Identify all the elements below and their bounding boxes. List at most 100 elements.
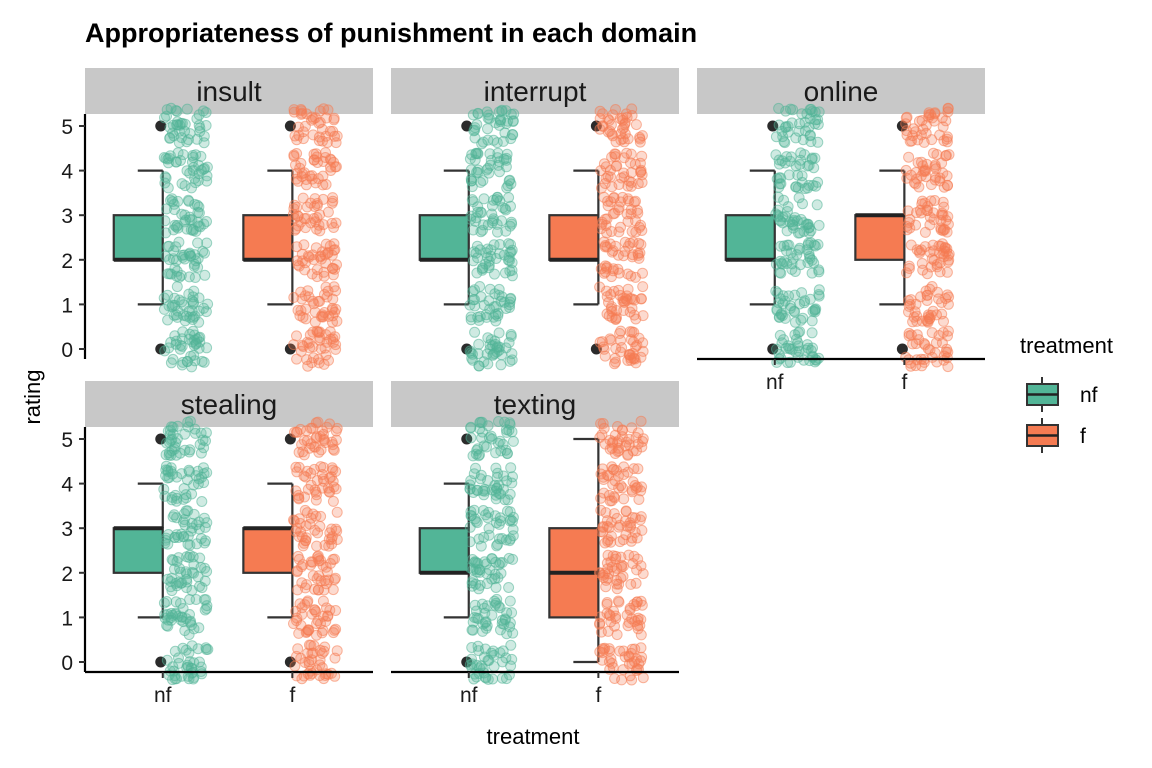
jitter-point <box>288 104 300 116</box>
box-texting-f <box>548 437 600 664</box>
jitter-point <box>504 355 516 367</box>
jitter-point <box>632 463 644 475</box>
jitter-point <box>179 180 191 192</box>
jitter-point <box>290 525 302 537</box>
jitter-point <box>606 561 618 573</box>
jitter-point <box>478 193 490 205</box>
jitter-point <box>635 629 647 641</box>
jitter-point <box>317 595 329 607</box>
jitter-point <box>300 532 312 544</box>
jitter-point <box>941 136 953 148</box>
jitter-point <box>186 182 197 194</box>
legend-label-f: f <box>1080 425 1086 448</box>
strip-online <box>697 68 985 114</box>
jitter-point <box>780 105 792 117</box>
jitter-point <box>296 561 308 573</box>
jitter-point <box>303 639 315 651</box>
jitter-point <box>632 178 644 190</box>
jitter-point <box>297 192 309 204</box>
jitter-point <box>618 167 630 179</box>
jitter-point <box>923 107 935 119</box>
jitter-point <box>609 151 621 163</box>
jitter-point <box>809 304 821 316</box>
jitter-point <box>295 423 306 435</box>
jitter-point <box>308 148 320 160</box>
jitter-point <box>486 433 498 445</box>
jitter-point <box>176 333 188 345</box>
jitter-point <box>636 599 648 611</box>
jitter-point <box>312 326 324 338</box>
jitter-point <box>629 643 641 655</box>
jitter-point <box>506 244 518 256</box>
jitter-point <box>926 327 938 339</box>
jitter-point <box>617 191 629 203</box>
jitter-point <box>612 263 624 275</box>
jitter-point <box>481 164 493 176</box>
jitter-point <box>491 471 503 483</box>
jitter-point <box>312 416 324 428</box>
jitter-point <box>164 132 176 144</box>
jitter-point <box>504 302 515 313</box>
jitter-point <box>594 432 606 443</box>
jitter-point <box>175 339 187 351</box>
jitter-point <box>183 464 195 476</box>
jitter-point <box>499 127 511 139</box>
legend-item-nf: nf <box>1026 377 1098 412</box>
jitter-point <box>320 112 332 124</box>
jitter-point <box>160 449 172 461</box>
jitter-point <box>169 292 181 304</box>
jitter-point <box>937 209 949 221</box>
jitter-point <box>917 264 929 276</box>
y-tick-label: 5 <box>61 429 73 452</box>
chart-title: Appropriateness of punishment in each do… <box>85 18 697 48</box>
jitter-point <box>180 492 192 504</box>
jitter-point <box>611 629 623 641</box>
jitter-point <box>201 216 212 227</box>
jitter-point <box>303 251 315 263</box>
box-body <box>724 214 776 261</box>
jitter-point <box>297 446 309 458</box>
jitter-point <box>900 164 912 176</box>
jitter-point <box>312 551 323 563</box>
jitter-point <box>782 121 794 132</box>
jitter-point <box>633 494 645 505</box>
jitter-point <box>189 334 200 346</box>
jitter-point <box>596 182 607 194</box>
jitter-point <box>618 493 630 505</box>
jitter-point <box>465 432 477 444</box>
jitter-point <box>291 330 302 342</box>
jitter-point <box>471 566 483 578</box>
jitter-point <box>476 598 488 610</box>
x-tick-label: nf <box>460 684 478 707</box>
jitter-point <box>320 130 332 142</box>
jitter-point <box>603 643 615 655</box>
jitter-point <box>812 119 824 130</box>
jitter-point <box>599 567 611 579</box>
jitter-point <box>315 461 327 473</box>
jitter-point <box>605 226 617 237</box>
jitter-point <box>624 517 636 529</box>
jitter-point <box>171 471 183 483</box>
jitter-point <box>937 121 949 133</box>
jitter-point <box>499 203 511 215</box>
jitter-point <box>467 294 479 306</box>
jitter-point <box>467 109 479 121</box>
jitter-point <box>304 170 316 182</box>
jitter-point <box>187 325 199 337</box>
jitter-point <box>496 672 508 684</box>
jitter-point <box>299 504 311 516</box>
jitter-point <box>492 467 504 479</box>
jitter-point <box>622 133 634 145</box>
jitter-point <box>482 420 494 432</box>
box-stealing-nf <box>112 433 167 668</box>
jitter-point <box>491 137 503 149</box>
jitter-point <box>199 162 210 174</box>
jitter-point <box>492 226 503 238</box>
jitter-point <box>186 522 198 534</box>
jitter-point <box>607 479 619 490</box>
jitter-point <box>470 462 481 474</box>
jitter-point <box>612 204 624 216</box>
jitter-point <box>184 594 196 605</box>
jitter-point <box>941 243 953 255</box>
jitter-point <box>478 651 490 663</box>
